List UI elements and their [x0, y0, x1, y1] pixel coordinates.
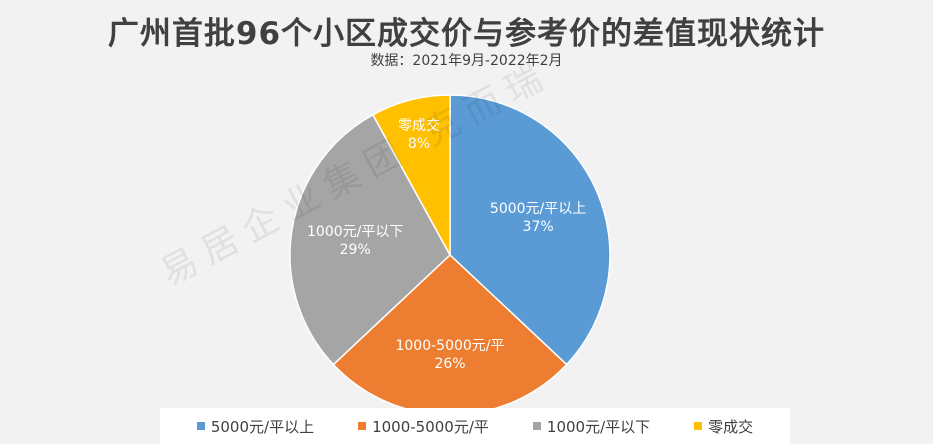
slice-value-label: 8% — [408, 136, 430, 152]
chart-title: 广州首批96个小区成交价与参考价的差值现状统计 — [107, 16, 826, 52]
slice-label: 零成交 — [398, 117, 440, 134]
legend-swatch — [694, 422, 703, 430]
legend-item: 1000元/平以下 — [532, 416, 651, 437]
slice-value-label: 37% — [523, 219, 554, 235]
legend-item: 1000-5000元/平 — [358, 416, 489, 437]
legend-label: 1000元/平以下 — [546, 417, 651, 436]
legend-item: 零成交 — [694, 416, 753, 437]
slice-label: 1000-5000元/平 — [395, 338, 504, 354]
legend-swatch — [532, 422, 541, 430]
pie-slice — [371, 94, 451, 256]
legend-label: 5000元/平以上 — [210, 417, 315, 436]
pie-slice — [449, 94, 611, 366]
legend-label: 零成交 — [708, 417, 754, 436]
pie-slice — [289, 113, 451, 366]
chart-subtitle: 数据：2021年9月-2022年2月 — [370, 53, 563, 69]
slice-label: 1000元/平以下 — [307, 224, 403, 240]
legend: 5000元/平以上 1000-5000元/平 1000元/平以下 零成交 — [160, 408, 790, 444]
slice-value-label: 26% — [434, 356, 465, 372]
legend-label: 1000-5000元/平 — [372, 417, 489, 436]
slice-value-label: 29% — [340, 242, 371, 258]
legend-swatch — [196, 422, 205, 430]
slice-label: 5000元/平以上 — [490, 201, 586, 217]
legend-item: 5000元/平以上 — [196, 416, 315, 437]
legend-swatch — [358, 422, 367, 430]
